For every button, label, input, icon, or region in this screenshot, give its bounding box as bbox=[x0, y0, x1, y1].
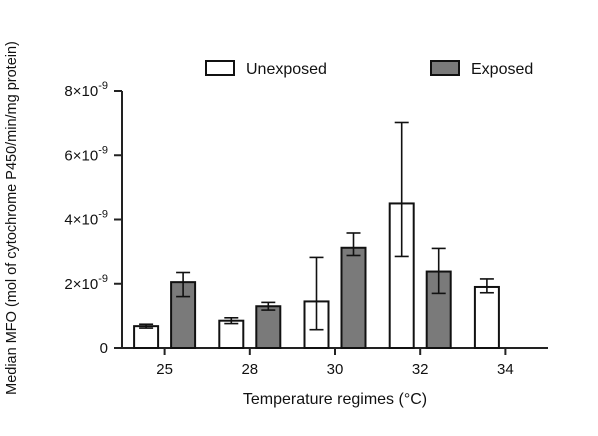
legend-label-exposed: Exposed bbox=[471, 61, 533, 78]
bars bbox=[133, 121, 500, 350]
y-tick-label: 8×10-9 bbox=[64, 80, 108, 100]
x-tick-label: 32 bbox=[412, 361, 429, 378]
y-axis: 0 2×10-9 4×10-9 6×10-9 8×10-9 bbox=[64, 80, 123, 357]
bar-exposed-28 bbox=[255, 305, 282, 349]
x-axis: 25 28 30 32 34 bbox=[121, 347, 548, 378]
y-tick-label: 0 bbox=[100, 340, 108, 357]
y-tick-label: 2×10-9 bbox=[64, 273, 108, 293]
legend-label-unexposed: Unexposed bbox=[246, 61, 327, 78]
x-tick-label: 25 bbox=[156, 361, 173, 378]
legend-swatch-unexposed bbox=[205, 60, 235, 76]
bar-exposed-32 bbox=[425, 270, 452, 350]
bar-unexposed-25 bbox=[133, 325, 160, 349]
x-axis-title: Temperature regimes (°C) bbox=[243, 391, 427, 408]
bar-exposed-30 bbox=[340, 246, 367, 350]
x-tick-label: 30 bbox=[327, 361, 344, 378]
y-tick-label: 6×10-9 bbox=[64, 144, 108, 164]
x-tick-label: 28 bbox=[241, 361, 258, 378]
y-tick-label: 4×10-9 bbox=[64, 209, 108, 229]
bar-unexposed-34 bbox=[473, 285, 500, 349]
legend-swatch-exposed bbox=[430, 60, 460, 76]
x-tick-label: 34 bbox=[497, 361, 514, 378]
bar-unexposed-28 bbox=[218, 319, 245, 350]
legend: Unexposed Exposed bbox=[205, 60, 533, 78]
y-axis-title: Median MFO (mol of cytochrome P450/min/m… bbox=[4, 41, 20, 395]
